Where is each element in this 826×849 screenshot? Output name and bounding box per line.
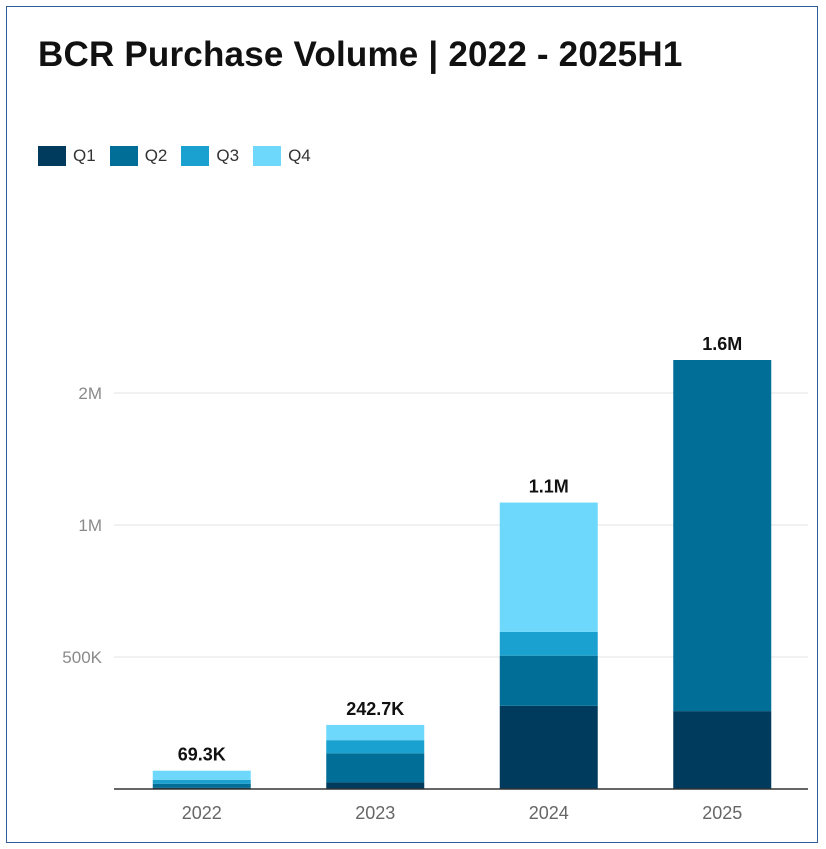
legend-item-q1: Q1 <box>38 146 96 166</box>
bar-2024-q2 <box>499 655 598 706</box>
x-tick-label: 2022 <box>182 803 222 823</box>
legend-item-q3: Q3 <box>181 146 239 166</box>
x-tick-label: 2024 <box>529 803 569 823</box>
legend-item-q2: Q2 <box>109 146 168 166</box>
bar-total-label: 1.6M <box>702 334 742 354</box>
legend-label-q2: Q2 <box>144 146 168 165</box>
bar-2023-q2 <box>326 753 425 783</box>
legend-label-q4: Q4 <box>288 146 311 165</box>
bar-total-label: 1.1M <box>529 477 569 497</box>
y-tick-label: 500K <box>62 648 102 667</box>
bar-2022-q2 <box>152 783 251 788</box>
x-tick-label: 2025 <box>702 803 742 823</box>
bar-total-label: 242.7K <box>346 699 404 719</box>
legend-swatch-q4 <box>253 146 282 166</box>
y-tick-label: 1M <box>78 516 102 535</box>
bar-2023-q1 <box>326 782 425 789</box>
legend-swatch-q3 <box>181 146 210 166</box>
bar-2025-q1 <box>673 711 772 789</box>
bar-2022-q4 <box>152 770 251 780</box>
legend-item-q4: Q4 <box>253 146 311 166</box>
bar-2024-q4 <box>499 502 598 632</box>
bar-2023-q4 <box>326 724 425 741</box>
legend-label-q1: Q1 <box>73 146 96 165</box>
chart-title: BCR Purchase Volume | 2022 - 2025H1 <box>38 35 683 74</box>
bar-2023-q3 <box>326 740 425 754</box>
legend-swatch-q1 <box>38 146 66 166</box>
legend: Q1 Q2 Q3 Q4 <box>38 146 311 166</box>
bar-2025-q2 <box>673 360 772 712</box>
y-tick-label: 2M <box>78 384 102 403</box>
bar-2024-q3 <box>499 631 598 656</box>
legend-label-q3: Q3 <box>216 146 240 165</box>
legend-swatch-q2 <box>109 146 138 166</box>
bar-2022-q3 <box>152 779 251 784</box>
x-tick-label: 2023 <box>355 803 395 823</box>
bar-total-label: 69.3K <box>178 745 226 765</box>
bar-2024-q1 <box>499 705 598 789</box>
